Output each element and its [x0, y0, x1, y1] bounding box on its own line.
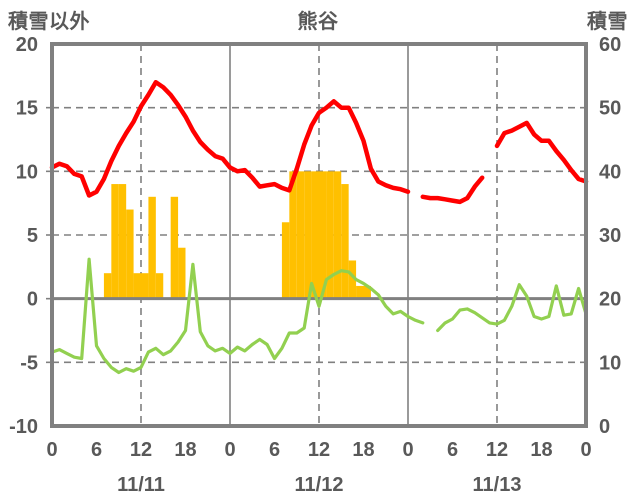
- bar: [126, 209, 134, 299]
- bar: [341, 184, 349, 299]
- bar: [111, 184, 119, 299]
- right-axis-tick-label: 10: [599, 352, 621, 374]
- left-axis-tick-label: 5: [27, 225, 38, 247]
- hour-tick-label: 18: [530, 439, 552, 461]
- green-line-path: [50, 257, 588, 375]
- right-axis-labels: 60 50 40 30 20 10 0: [599, 34, 621, 438]
- left-axis-tick-label: 15: [16, 98, 38, 120]
- hour-tick-label: 12: [130, 439, 152, 461]
- hour-tick-label: 6: [91, 439, 102, 461]
- day-labels: 11/11 11/12 11/13: [117, 474, 521, 496]
- x-axis-labels: 0 6 12 18 0 6 12 18 0 6 12 18 0: [46, 439, 591, 461]
- bar: [296, 171, 305, 299]
- day-label: 11/11: [117, 474, 165, 496]
- bar: [133, 273, 141, 299]
- bar: [356, 285, 364, 299]
- bar: [170, 196, 179, 299]
- bar: [311, 171, 319, 299]
- bar: [319, 171, 327, 299]
- green-line: [50, 257, 588, 375]
- bar: [103, 273, 112, 299]
- left-axis-tick-label: -5: [20, 352, 38, 374]
- bar: [118, 184, 127, 299]
- left-axis-tick-label: 0: [27, 289, 38, 311]
- hour-tick-label: 18: [352, 439, 374, 461]
- hour-tick-label: 18: [174, 439, 196, 461]
- bar: [155, 273, 164, 299]
- right-axis-title: 積雪: [587, 11, 628, 33]
- hour-tick-label: 0: [402, 439, 413, 461]
- hour-tick-label: 6: [269, 439, 280, 461]
- bar: [304, 171, 312, 299]
- right-axis-tick-label: 60: [599, 34, 621, 56]
- hour-tick-label: 6: [447, 439, 458, 461]
- left-axis-tick-label: -10: [9, 416, 38, 438]
- hour-tick-label: 0: [224, 439, 235, 461]
- bar: [178, 247, 186, 299]
- plot-border: [50, 42, 588, 428]
- day-label: 11/13: [473, 474, 522, 496]
- right-axis-tick-label: 20: [599, 289, 621, 311]
- day-label: 11/12: [295, 474, 344, 496]
- left-axis-tick-label: 20: [16, 34, 38, 56]
- left-axis-title: 積雪以外: [8, 11, 90, 33]
- chart-title: 熊谷: [297, 11, 339, 33]
- left-axis-ticks: [46, 106, 50, 364]
- bar: [281, 222, 290, 299]
- hour-tick-label: 0: [580, 439, 591, 461]
- bar: [326, 171, 334, 299]
- hour-tick-label: 12: [308, 439, 330, 461]
- bar: [363, 285, 371, 299]
- red-line: [49, 79, 589, 205]
- hour-tick-label: 12: [486, 439, 508, 461]
- bar: [348, 260, 357, 299]
- orange-bars: [103, 171, 371, 299]
- left-axis-tick-label: 10: [16, 161, 38, 183]
- right-axis-tick-label: 0: [599, 416, 610, 438]
- bar: [333, 171, 342, 299]
- right-axis-tick-label: 50: [599, 98, 621, 120]
- bar: [289, 171, 297, 299]
- hour-tick-label: 0: [46, 439, 57, 461]
- bar: [141, 273, 149, 299]
- red-line-path: [49, 79, 589, 205]
- right-axis-tick-label: 30: [599, 225, 621, 247]
- bar: [148, 196, 156, 299]
- left-axis-labels: 20 15 10 5 0 -5 -10: [9, 34, 38, 438]
- right-axis-tick-label: 40: [599, 161, 621, 183]
